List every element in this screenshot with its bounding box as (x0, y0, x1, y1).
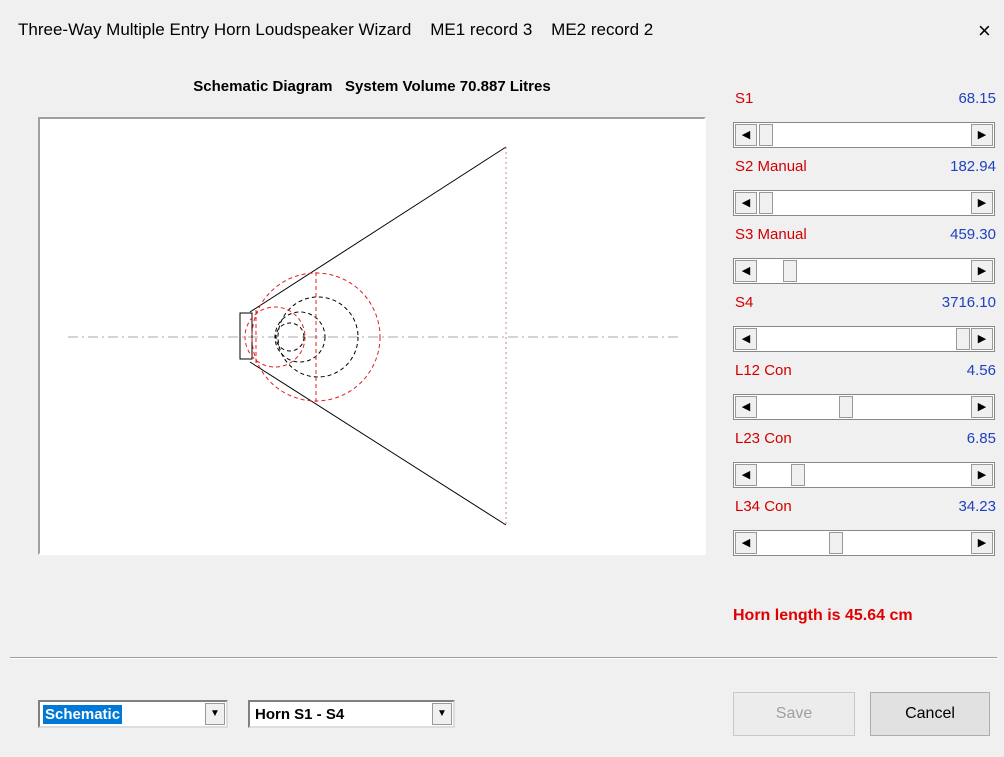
window-title: Three-Way Multiple Entry Horn Loudspeake… (18, 20, 654, 39)
horn-wall (249, 146, 507, 313)
slider-label: S2 Manual (735, 158, 807, 175)
wave (244, 306, 306, 368)
diagram-title: Schematic Diagram System Volume 70.887 L… (193, 78, 551, 95)
scroll-left[interactable]: ◀ (735, 192, 757, 214)
scroll-right[interactable]: ▶ (971, 396, 993, 418)
wave (274, 311, 326, 363)
scroll-right[interactable]: ▶ (971, 192, 993, 214)
scroll-left[interactable]: ◀ (735, 464, 757, 486)
scroll-left[interactable]: ◀ (735, 124, 757, 146)
scrollbar[interactable]: ◀ ▶ (733, 190, 995, 216)
scroll-thumb[interactable] (839, 396, 853, 418)
slider-label: S3 Manual (735, 226, 807, 243)
cancel-button[interactable]: Cancel (870, 692, 990, 736)
slider-value: 182.94 (950, 158, 996, 175)
scroll-thumb[interactable] (759, 124, 773, 146)
slider-value: 34.23 (958, 498, 996, 515)
separator (10, 657, 997, 659)
scroll-left[interactable]: ◀ (735, 396, 757, 418)
schematic (68, 146, 680, 526)
wave (277, 296, 359, 378)
section-combo[interactable]: Horn S1 - S4 ▼ (248, 700, 455, 728)
scrollbar[interactable]: ◀ ▶ (733, 394, 995, 420)
wave (275, 322, 305, 352)
scroll-left[interactable]: ◀ (735, 260, 757, 282)
slider-label: L23 Con (735, 430, 792, 447)
scrollbar[interactable]: ◀ ▶ (733, 258, 995, 284)
scroll-thumb[interactable] (956, 328, 970, 350)
dropdown-arrow[interactable]: ▼ (205, 703, 225, 725)
combo-text: Schematic (43, 705, 123, 724)
scrollbar[interactable]: ◀ ▶ (733, 530, 995, 556)
slider-label: L12 Con (735, 362, 792, 379)
slider-value: 6.85 (966, 430, 996, 447)
view-combo[interactable]: Schematic ▼ (38, 700, 228, 728)
slider-value: 68.15 (958, 90, 996, 107)
slider-label: S1 (735, 90, 754, 107)
scroll-thumb[interactable] (791, 464, 805, 486)
scroll-right[interactable]: ▶ (971, 328, 993, 350)
slider-value: 3716.10 (941, 294, 996, 311)
driver (239, 312, 253, 360)
save-button[interactable]: Save (733, 692, 855, 736)
horn-wall (249, 361, 507, 526)
scroll-right[interactable]: ▶ (971, 532, 993, 554)
slider-value: 4.56 (966, 362, 996, 379)
scroll-thumb[interactable] (759, 192, 773, 214)
close-button[interactable]: × (978, 18, 991, 43)
scroll-right[interactable]: ▶ (971, 260, 993, 282)
scroll-left[interactable]: ◀ (735, 532, 757, 554)
scrollbar[interactable]: ◀ ▶ (733, 462, 995, 488)
combo-text: Horn S1 - S4 (255, 706, 345, 723)
scrollbar[interactable]: ◀ ▶ (733, 326, 995, 352)
scroll-thumb[interactable] (829, 532, 843, 554)
dropdown-arrow[interactable]: ▼ (432, 703, 452, 725)
horn-length: Horn length is 45.64 cm (733, 607, 913, 624)
scroll-thumb[interactable] (783, 260, 797, 282)
scroll-right[interactable]: ▶ (971, 464, 993, 486)
scrollbar[interactable]: ◀ ▶ (733, 122, 995, 148)
slider-label: S4 (735, 294, 754, 311)
scroll-right[interactable]: ▶ (971, 124, 993, 146)
scroll-left[interactable]: ◀ (735, 328, 757, 350)
slider-value: 459.30 (950, 226, 996, 243)
diagram-panel (38, 117, 706, 555)
slider-label: L34 Con (735, 498, 792, 515)
